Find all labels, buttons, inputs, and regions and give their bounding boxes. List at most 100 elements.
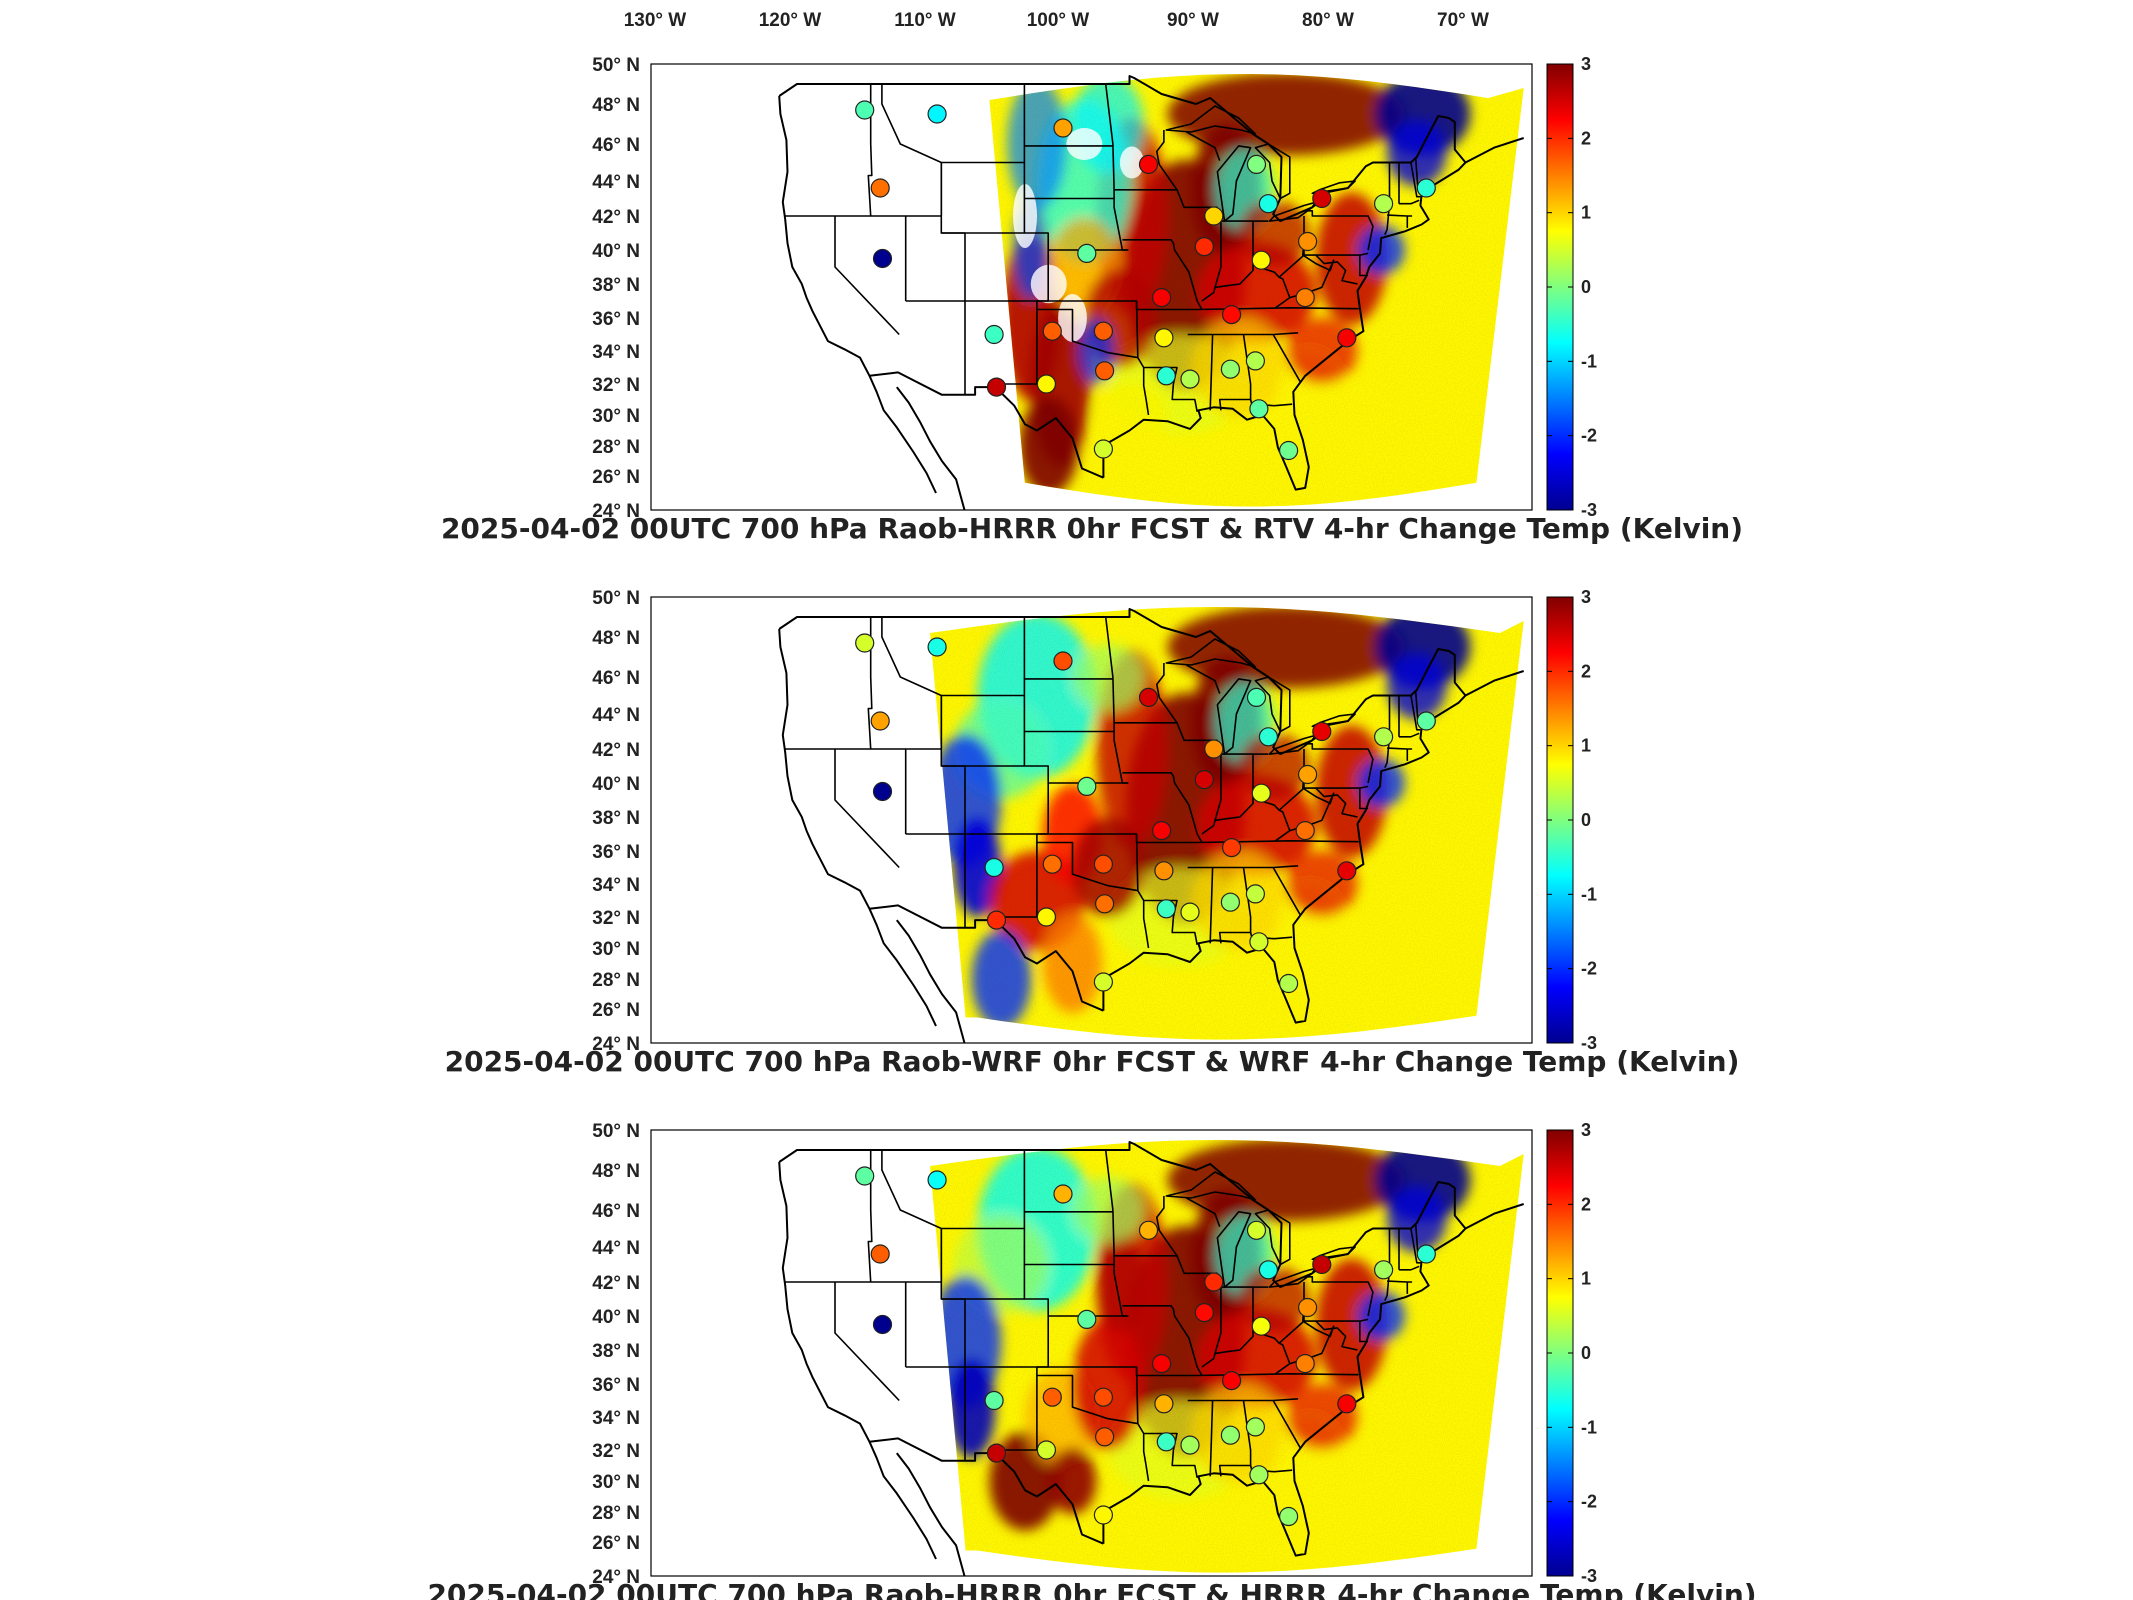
lat-tick-label: 28° N xyxy=(592,437,640,458)
lat-tick-label: 34° N xyxy=(592,875,640,896)
lat-tick-label: 48° N xyxy=(592,95,640,116)
lat-tick-label: 42° N xyxy=(592,1273,640,1294)
station-marker xyxy=(1246,154,1267,174)
station-marker xyxy=(1156,366,1176,386)
station-marker xyxy=(1077,1309,1097,1330)
station-marker xyxy=(872,248,893,269)
station-marker xyxy=(1093,439,1114,459)
station-marker xyxy=(1036,907,1057,927)
colorbar-tick-label: -2 xyxy=(1581,426,1597,446)
colorbar-tick-label: 3 xyxy=(1581,1120,1591,1140)
map-panel-rtv: 50° N 48° N 46° N 44° N 42° N 40° N 38° N 36° N… xyxy=(441,54,1743,545)
station-marker xyxy=(986,1443,1007,1463)
station-marker xyxy=(1180,1435,1200,1455)
colorbar-tick-label: -3 xyxy=(1581,500,1597,520)
colorbar-tick-label: 2 xyxy=(1581,128,1591,148)
station-marker xyxy=(1416,1244,1436,1264)
lat-tick-label: 44° N xyxy=(592,1238,640,1259)
lat-tick-label: 32° N xyxy=(592,1441,640,1462)
station-marker xyxy=(1297,231,1318,252)
station-marker xyxy=(1295,820,1315,841)
station-marker xyxy=(1297,1297,1318,1318)
station-marker xyxy=(872,781,893,802)
station-marker xyxy=(1053,118,1073,138)
station-marker xyxy=(984,1390,1004,1411)
lat-tick-label: 26° N xyxy=(592,1000,640,1021)
colorbar-tick-label: 2 xyxy=(1581,1194,1591,1214)
station-marker xyxy=(986,377,1007,397)
lat-tick-label: 44° N xyxy=(592,705,640,726)
station-marker xyxy=(1221,1370,1242,1391)
colorbar-tick-label: -2 xyxy=(1581,1492,1597,1512)
lat-tick-label: 34° N xyxy=(592,1408,640,1429)
station-marker xyxy=(1151,1353,1172,1374)
map-panel-wrf: 50° N 48° N 46° N 44° N 42° N 40° N 38° N 36° N… xyxy=(445,587,1740,1078)
station-marker xyxy=(1204,206,1224,226)
colorbar-tick-label: 0 xyxy=(1581,1343,1591,1363)
lat-tick-label: 26° N xyxy=(592,467,640,488)
raob-stations xyxy=(855,633,1436,994)
colorbar-tick-label: 1 xyxy=(1581,736,1591,756)
colorbar-tick-label: -3 xyxy=(1581,1033,1597,1053)
station-marker xyxy=(870,711,890,731)
colorbar-tick-label: 1 xyxy=(1581,1269,1591,1289)
station-marker xyxy=(1093,1505,1114,1525)
station-marker xyxy=(1416,711,1436,731)
station-marker xyxy=(1251,250,1271,270)
station-marker xyxy=(1093,854,1114,874)
station-marker xyxy=(1373,194,1394,214)
station-marker xyxy=(1138,687,1159,708)
lat-tick-label: 42° N xyxy=(592,740,640,761)
lon-tick-label: 90° W xyxy=(1167,10,1219,31)
raob-stations xyxy=(855,1166,1436,1527)
station-marker xyxy=(1249,932,1269,952)
station-marker xyxy=(1156,1432,1176,1452)
boundaries xyxy=(778,608,1525,1044)
station-marker xyxy=(1180,369,1200,389)
colorbar-tick-label: -1 xyxy=(1581,1417,1597,1437)
station-marker xyxy=(855,633,875,653)
lat-tick-label: 38° N xyxy=(592,275,640,296)
station-marker xyxy=(1156,899,1176,919)
station-marker xyxy=(855,1166,875,1186)
station-marker xyxy=(927,1170,947,1190)
lat-tick-label: 24° N xyxy=(592,1567,640,1588)
lon-tick-label: 70° W xyxy=(1437,10,1489,31)
station-marker xyxy=(927,104,947,124)
station-marker xyxy=(1258,727,1279,747)
lat-tick-label: 30° N xyxy=(592,406,640,427)
raob-stations xyxy=(855,100,1436,461)
lat-tick-label: 40° N xyxy=(592,774,640,795)
map-frame xyxy=(650,63,1533,511)
lat-tick-label: 24° N xyxy=(592,501,640,522)
station-marker xyxy=(984,324,1004,345)
temp-change-field xyxy=(930,607,1524,1040)
station-marker xyxy=(1221,837,1242,858)
lat-tick-label: 36° N xyxy=(592,842,640,863)
lat-tick-label: 44° N xyxy=(592,172,640,193)
station-marker xyxy=(1151,288,1172,308)
station-marker xyxy=(1036,374,1057,394)
station-marker xyxy=(855,100,875,120)
colorbar-tick-label: -3 xyxy=(1581,1566,1597,1586)
lon-tick-label: 120° W xyxy=(759,10,822,31)
station-marker xyxy=(870,178,890,198)
station-marker xyxy=(1138,1220,1159,1240)
station-marker xyxy=(1094,361,1115,381)
station-marker xyxy=(1077,243,1097,263)
lon-tick-label: 130° W xyxy=(624,10,687,31)
lat-tick-label: 30° N xyxy=(592,939,640,960)
colorbar-tick-label: 1 xyxy=(1581,203,1591,223)
station-marker xyxy=(1194,1302,1214,1323)
station-marker xyxy=(1295,1353,1315,1374)
lat-tick-label: 42° N xyxy=(592,207,640,228)
station-marker xyxy=(1194,237,1214,257)
lon-tick-label: 80° W xyxy=(1302,10,1354,31)
station-marker xyxy=(984,857,1004,878)
colorbar-tick-label: -2 xyxy=(1581,959,1597,979)
temp-change-field xyxy=(989,74,1524,507)
station-marker xyxy=(1245,351,1266,371)
station-marker xyxy=(1094,1427,1115,1447)
station-marker xyxy=(1053,1184,1073,1204)
